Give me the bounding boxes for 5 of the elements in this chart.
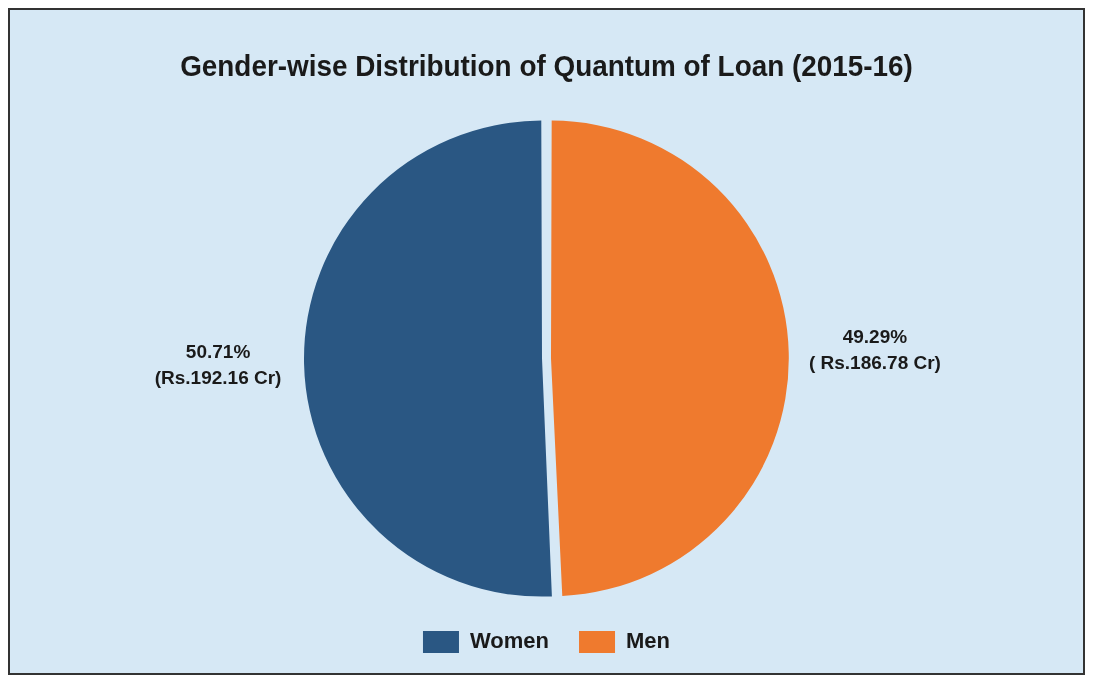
legend-label: Women bbox=[469, 628, 550, 654]
chart-title: Gender-wise Distribution of Quantum of Loan (2015-16) bbox=[180, 49, 913, 83]
legend-label: Men bbox=[626, 628, 671, 654]
data-label: 50.71% (Rs.192.16 Cr) bbox=[154, 341, 282, 389]
data-label: 49.29% ( Rs.186.78 Cr) bbox=[808, 326, 941, 374]
